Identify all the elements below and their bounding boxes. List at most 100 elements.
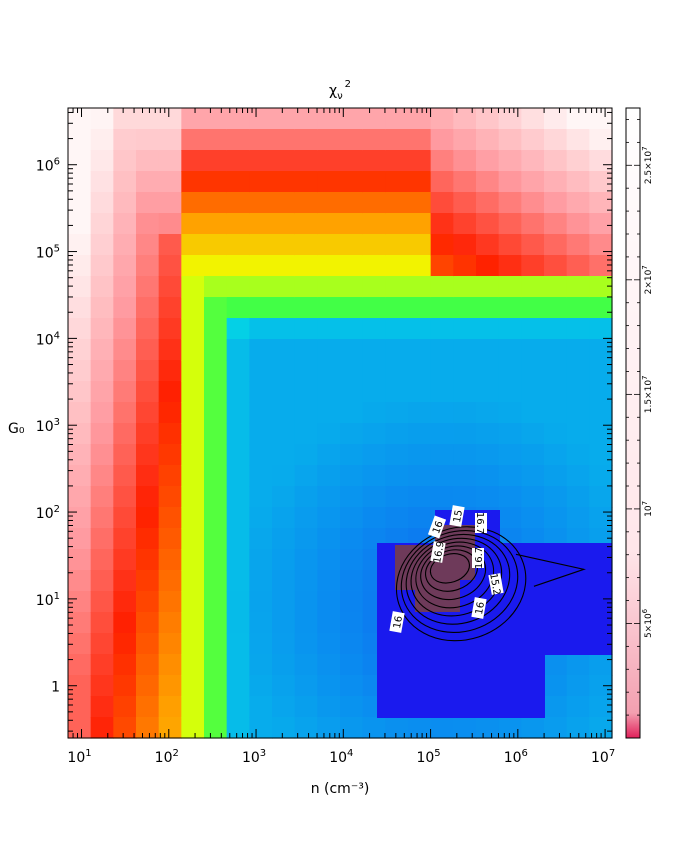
heatmap-cell [498,507,522,529]
heatmap-cell [430,192,454,214]
heatmap-cell [340,150,364,172]
heatmap-cell [226,213,250,235]
heatmap-cell [385,486,409,508]
heatmap-cell [68,150,92,172]
heatmap-cell [294,297,318,319]
heatmap-cell [317,444,341,466]
heatmap-cell [521,234,545,256]
heatmap-cell [158,339,182,361]
contour-label-text: 16.7 [474,512,485,534]
heatmap-cell [181,591,205,613]
heatmap-cell [340,465,364,487]
heatmap-cell [181,486,205,508]
heatmap-cell [181,570,205,592]
heatmap-cell [589,654,613,676]
heatmap-cell [476,234,500,256]
heatmap-cell [317,696,341,718]
heatmap-cell [226,549,250,571]
heatmap-cell [476,108,500,130]
x-tick-label: 103 [242,748,266,766]
colorbar-tick-label: 1.5×107 [641,375,654,413]
heatmap-cell [272,423,296,445]
heatmap-cell [158,360,182,382]
heatmap-cell [136,612,160,634]
heatmap-cell [113,717,137,739]
heatmap-cell [204,297,228,319]
heatmap-cell [317,171,341,193]
heatmap-cell [453,192,477,214]
heatmap-cell [340,507,364,529]
heatmap-cell [181,423,205,445]
heatmap-cell [408,423,432,445]
heatmap-cell [68,108,92,130]
heatmap-cell [226,171,250,193]
heatmap-cell [566,717,590,739]
heatmap-cell [544,696,568,718]
heatmap-cell [521,339,545,361]
heatmap-cell [476,423,500,445]
heatmap-cell [385,297,409,319]
heatmap-cell [498,402,522,424]
y-tick-label: 105 [36,244,60,262]
contour-label: 16.9 [430,540,447,564]
heatmap-cell [408,444,432,466]
heatmap-cell [362,108,386,130]
heatmap-cell [181,276,205,298]
heatmap-cell [498,444,522,466]
heatmap-cell [294,192,318,214]
heatmap-cell [204,549,228,571]
heatmap-cell [521,381,545,403]
heatmap-cell [430,444,454,466]
heatmap-cell [90,381,114,403]
heatmap-cell [498,360,522,382]
heatmap-cell [589,276,613,298]
heatmap-cell [498,276,522,298]
heatmap-cell [521,108,545,130]
contour-label: 15.2 [487,572,504,596]
heatmap-cell [544,675,568,697]
heatmap-cell [544,402,568,424]
heatmap-cell [430,360,454,382]
heatmap-cell [476,150,500,172]
heatmap-cell [272,255,296,277]
heatmap-cell [544,276,568,298]
heatmap-cell [226,339,250,361]
heatmap-cell [408,150,432,172]
heatmap-cell [317,234,341,256]
heatmap-cell [521,444,545,466]
heatmap-cell [589,360,613,382]
heatmap-cell [90,486,114,508]
contour-label: 16.7 [474,512,487,534]
heatmap-cell [204,276,228,298]
heatmap-cell [430,150,454,172]
heatmap-cell [181,339,205,361]
heatmap-cell [136,696,160,718]
heatmap-cell [476,402,500,424]
x-tick-label: 106 [504,748,528,766]
heatmap-cell [362,297,386,319]
heatmap-cell [272,486,296,508]
heatmap-cell [113,528,137,550]
heatmap-cell [340,696,364,718]
heatmap-cell [226,276,250,298]
heatmap-cell [544,465,568,487]
heatmap-cell [68,528,92,550]
y-tick-label: 104 [36,330,60,348]
heatmap-cell [249,339,273,361]
heatmap-cell [68,612,92,634]
heatmap-cell [498,486,522,508]
heatmap-cell [566,402,590,424]
heatmap-cell [181,318,205,340]
contour-label-bg [488,573,504,595]
heatmap-cell [113,444,137,466]
heatmap-cell [408,255,432,277]
heatmap-cell [181,213,205,235]
heatmap-cell [408,234,432,256]
heatmap-cell [385,444,409,466]
heatmap-cell [158,696,182,718]
heatmap-cell [68,192,92,214]
heatmap-cell [113,591,137,613]
colorbar-tick-text: 1.5×107 [641,375,654,413]
heatmap-cell [498,297,522,319]
heatmap-cell [544,213,568,235]
